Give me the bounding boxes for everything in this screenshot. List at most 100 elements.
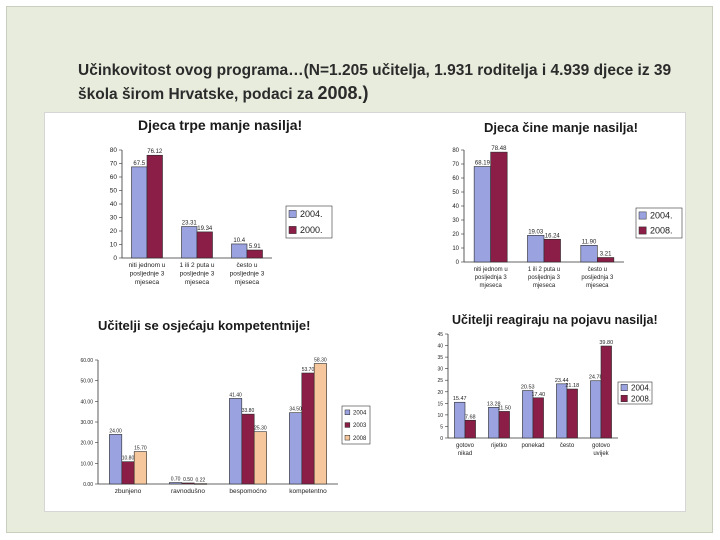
bar-2004: [488, 407, 500, 439]
bar-2003: [181, 482, 195, 485]
data-label: 20.53: [521, 385, 535, 391]
data-label: 10.4: [233, 238, 245, 244]
data-label: 5.91: [249, 244, 261, 250]
chart-title: Djeca trpe manje nasilja!: [138, 117, 302, 133]
y-tick-label: 0: [113, 255, 117, 262]
data-label: 24.78: [589, 375, 603, 381]
data-label: 0.50: [183, 477, 193, 483]
y-tick-label: 40: [110, 201, 118, 208]
bar-2003: [301, 372, 315, 485]
category-label: mjeseca: [235, 279, 260, 286]
category-label: često: [560, 443, 575, 449]
data-label: 19.03: [528, 229, 544, 235]
category-label: nikad: [458, 451, 472, 457]
data-label: 10.80: [122, 456, 135, 462]
bar-2004: [229, 398, 243, 485]
y-tick-label: 20: [437, 390, 443, 396]
category-label: posljednje 3: [130, 271, 165, 278]
legend-swatch: [344, 435, 351, 441]
y-tick-label: 0: [440, 436, 443, 442]
bar-2008: [498, 411, 510, 439]
legend-swatch: [288, 226, 297, 234]
data-label: 15.47: [453, 396, 467, 402]
y-tick-label: 30: [437, 367, 443, 373]
y-tick-label: 30: [452, 218, 459, 224]
y-tick-label: 15: [437, 401, 443, 407]
bar-2008: [253, 431, 267, 485]
data-label: 0.70: [171, 477, 181, 483]
data-label: 11.90: [582, 239, 597, 245]
data-label: 39.80: [599, 340, 613, 346]
y-tick-label: 60: [452, 176, 459, 182]
category-label: ravnodušno: [171, 488, 205, 495]
category-label: često u: [237, 262, 258, 269]
chart-title: Učitelji reagiraju na pojavu nasilja!: [452, 313, 658, 327]
data-label: 41.40: [229, 392, 242, 398]
data-label: 58.30: [314, 358, 327, 364]
category-label: rijetko: [491, 443, 508, 449]
legend-label: 2004.: [650, 211, 673, 221]
legend-label: 2000.: [300, 225, 323, 235]
y-tick-label: 30.00: [80, 420, 93, 426]
category-label: mjeseca: [479, 283, 502, 289]
bar-2008: [464, 419, 476, 439]
y-tick-label: 40: [452, 204, 459, 210]
legend-swatch: [620, 384, 628, 391]
data-label: 19.34: [197, 226, 213, 232]
bar-2008: [600, 345, 612, 439]
y-tick-label: 40.00: [80, 399, 93, 405]
bar-2004: [590, 380, 602, 439]
category-label: posljednje 3: [230, 271, 265, 278]
y-tick-label: 80: [452, 148, 459, 154]
legend-label: 2003: [353, 423, 367, 429]
y-tick-label: 60.00: [80, 358, 93, 364]
category-label: kompetentno: [289, 488, 327, 495]
data-label: 11.50: [498, 405, 511, 411]
category-label: mjeseca: [586, 283, 609, 289]
y-tick-label: 45: [437, 332, 443, 338]
bar-2004: [527, 235, 545, 263]
bar-2004: [289, 412, 303, 485]
y-tick-label: 70: [452, 162, 459, 168]
slide-title: Učinkovitost ovog programa…(N=1.205 učit…: [78, 60, 688, 106]
legend-swatch: [620, 395, 628, 402]
legend-label: 2004.: [631, 383, 651, 392]
category-label: gotovo: [592, 443, 611, 449]
bar-2008: [193, 483, 207, 485]
bar-2004: [473, 166, 491, 263]
category-label: uvijek: [593, 451, 609, 457]
y-tick-label: 30: [110, 215, 118, 222]
slide-title-main: Učinkovitost ovog programa…(N=1.205 učit…: [78, 62, 672, 103]
bar-2008: [532, 397, 544, 439]
category-label: posljednja 3: [475, 275, 508, 281]
data-label: 17.40: [531, 392, 545, 398]
bar-2004: [556, 383, 568, 439]
y-tick-label: 20.00: [80, 441, 93, 447]
category-label: niti jednom u: [129, 262, 166, 269]
bar-2008: [133, 451, 147, 485]
data-label: 68.19: [475, 161, 491, 167]
slide-title-year: 2008.): [317, 83, 369, 103]
category-label: bespomoćno: [229, 488, 267, 495]
category-label: često u: [588, 267, 607, 273]
category-label: 1 ili 2 puta u: [528, 267, 560, 273]
legend-swatch: [638, 211, 647, 220]
data-label: 16.24: [545, 233, 561, 239]
data-label: 25.30: [254, 426, 267, 432]
bar-2004: [109, 434, 123, 485]
bar-2008: [543, 238, 561, 263]
y-tick-label: 10: [452, 246, 459, 252]
legend-label: 2008.: [631, 394, 651, 403]
y-tick-label: 70: [110, 161, 118, 168]
data-label: 53.70: [302, 367, 315, 373]
bar-2008: [597, 257, 615, 263]
bar-2004: [131, 166, 148, 259]
y-tick-label: 50.00: [80, 379, 93, 385]
y-tick-label: 25: [437, 378, 443, 384]
y-tick-label: 80: [110, 147, 118, 154]
category-label: zbunjeno: [115, 488, 142, 495]
category-label: posljednja 3: [581, 275, 614, 281]
chart-title: Djeca čine manje nasilja!: [484, 120, 638, 135]
data-label: 33.80: [242, 408, 255, 414]
bar-2004: [169, 482, 183, 485]
